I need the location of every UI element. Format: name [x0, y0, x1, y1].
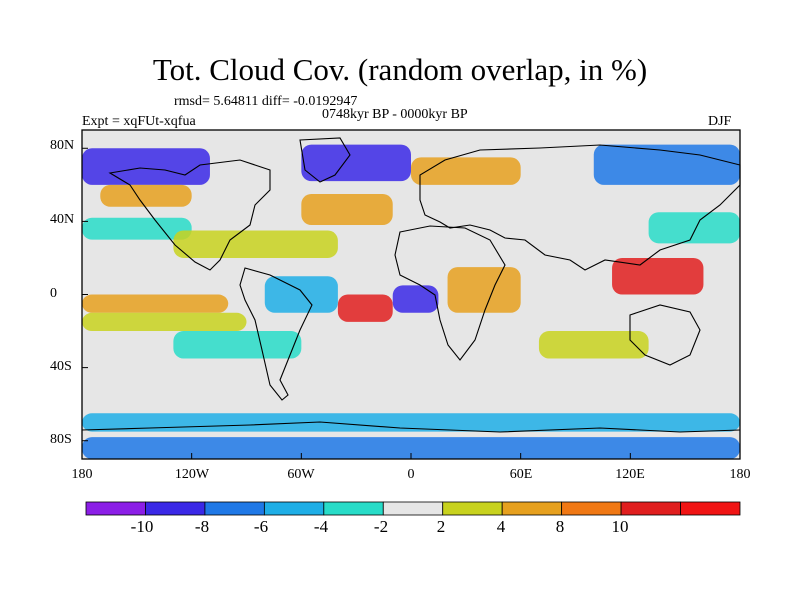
colorbar-label: -4 — [313, 517, 329, 536]
colorbar-swatch — [382, 501, 444, 516]
coastline-north-america — [108, 159, 271, 271]
anomaly-region — [173, 331, 302, 359]
colorbar-swatch — [620, 501, 681, 516]
x-tick-label: 180 — [729, 467, 751, 482]
colorbar-swatch — [561, 501, 622, 516]
coastline-south-america — [239, 267, 313, 401]
anomaly-region — [301, 193, 393, 226]
anomaly-region — [82, 148, 210, 185]
colorbar-swatch — [442, 501, 503, 516]
y-tick-label: 40S — [50, 359, 72, 374]
anomaly-region — [337, 294, 393, 322]
colorbar-swatch — [263, 501, 325, 516]
y-tick-label: 80N — [50, 138, 75, 153]
season-label: DJF — [708, 114, 732, 129]
coastline-africa — [394, 225, 506, 361]
anomaly-region — [82, 294, 229, 313]
colorbar-label: -6 — [253, 517, 269, 536]
anomaly-region — [593, 144, 740, 185]
anomaly-region — [392, 285, 439, 313]
colorbar-label: -8 — [194, 517, 210, 536]
colorbar-label: 4 — [496, 517, 506, 536]
y-tick-label: 80S — [50, 432, 72, 447]
anomaly-region — [82, 312, 247, 332]
colorbar-swatch — [204, 501, 265, 516]
anomaly-region — [82, 437, 740, 459]
x-tick-label: 60E — [509, 467, 533, 482]
colorbar-swatch — [680, 501, 741, 516]
anomaly-region — [82, 413, 740, 432]
anomaly-region — [264, 276, 338, 313]
anomaly-region — [82, 217, 192, 240]
experiment-label: Expt = xqFUt-xqfua — [82, 114, 196, 129]
period-label: 0748kyr BP - 0000kyr BP — [322, 107, 468, 122]
coastline-australia — [629, 304, 701, 366]
colorbar-label: 10 — [611, 517, 629, 536]
colorbar-swatch — [85, 501, 146, 516]
anomaly-region — [648, 212, 740, 244]
anomaly-region — [612, 257, 704, 295]
x-tick-label: 60W — [287, 467, 315, 482]
colorbar-label: 2 — [436, 517, 446, 536]
anomaly-region — [447, 267, 521, 313]
stats-label: rmsd= 5.64811 diff= -0.0192947 — [174, 94, 358, 109]
colorbar-swatch — [145, 501, 206, 516]
colorbar — [85, 501, 741, 516]
colorbar-label: -10 — [130, 517, 154, 536]
anomaly-region — [100, 184, 192, 207]
x-tick-label: 120W — [174, 467, 210, 482]
anomaly-region — [538, 331, 649, 359]
coastline-europe-asia — [419, 144, 741, 271]
y-tick-label: 40N — [50, 212, 75, 227]
colorbar-swatch — [323, 501, 384, 516]
coastlines — [81, 137, 741, 433]
colorbar-label: 8 — [555, 517, 565, 536]
x-tick-label: 0 — [407, 467, 415, 482]
anomaly-region — [301, 144, 411, 182]
chart-title: Tot. Cloud Cov. (random overlap, in %) — [152, 52, 648, 87]
colorbar-swatch — [501, 501, 563, 516]
x-tick-label: 120E — [615, 467, 645, 482]
axis-ticks — [81, 147, 741, 459]
coastline-antarctica — [81, 421, 741, 433]
coastline-greenland — [299, 137, 351, 183]
anomaly-region — [173, 230, 338, 258]
colorbar-label: -2 — [373, 517, 389, 536]
x-tick-label: 180 — [71, 467, 93, 482]
y-tick-label: 0 — [50, 286, 57, 301]
